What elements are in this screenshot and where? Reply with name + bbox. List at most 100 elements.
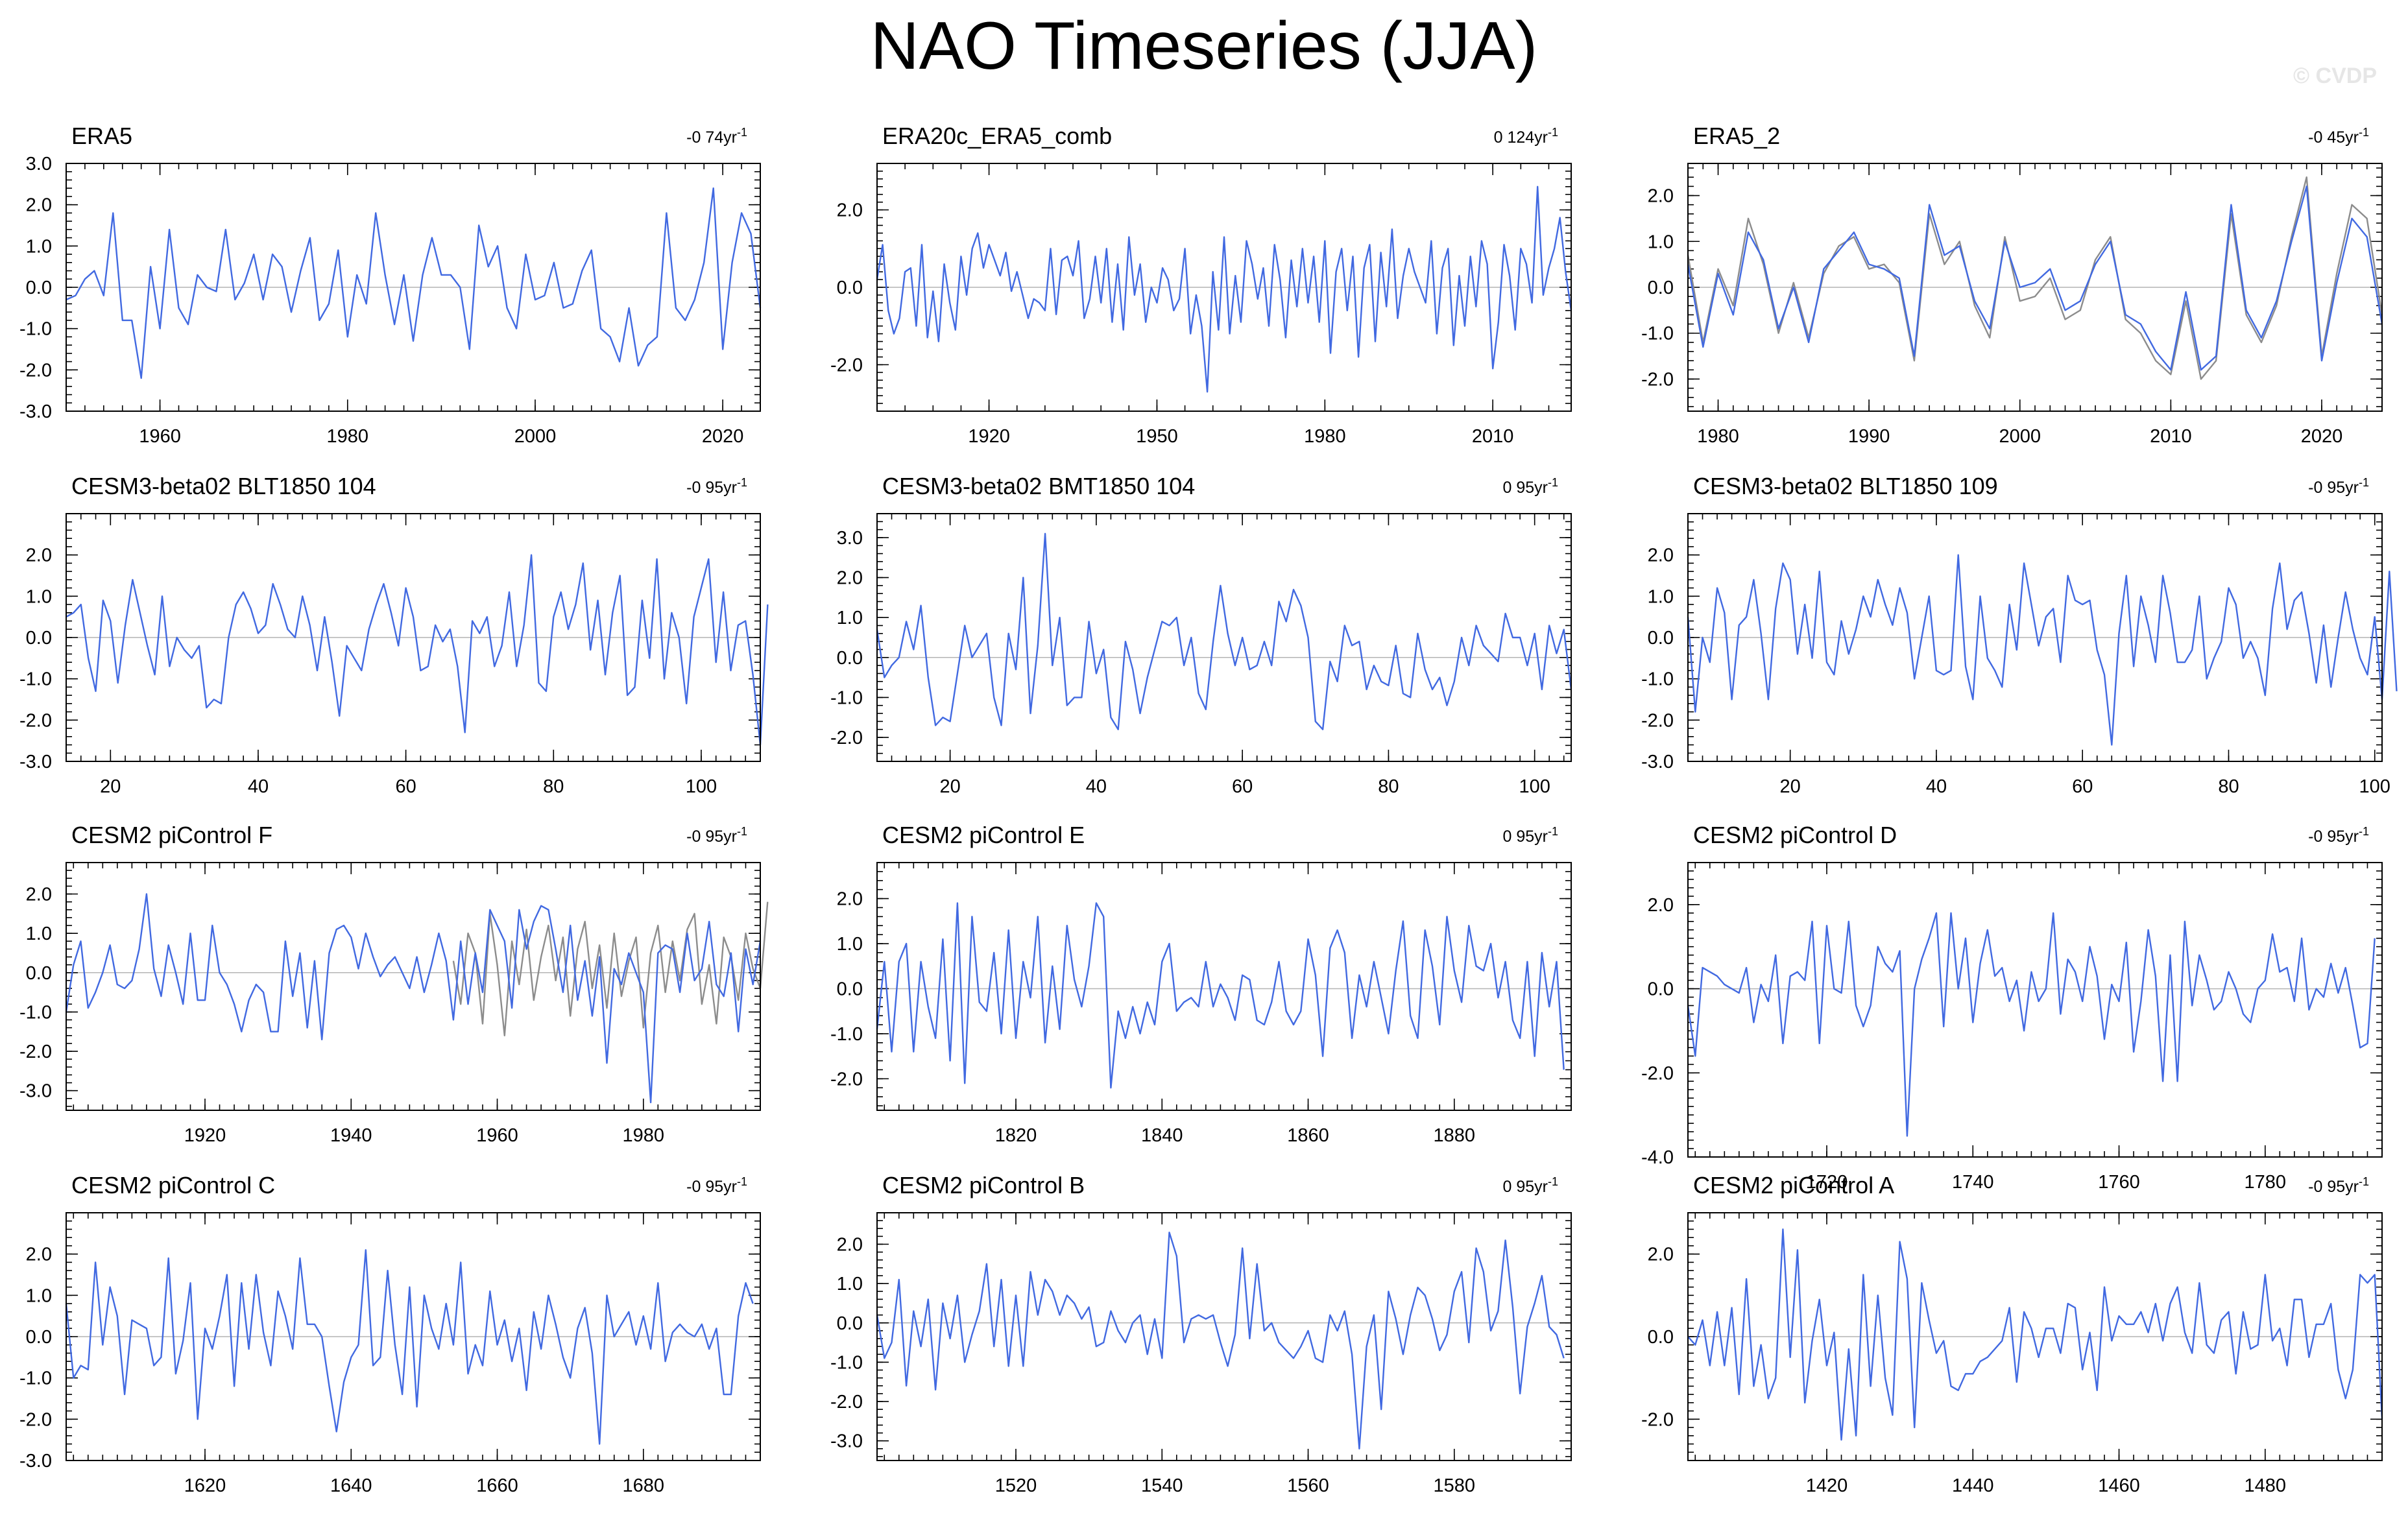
y-tick-label: -1.0 [1641,669,1674,690]
panel-title: CESM2 piControl C [71,1172,275,1198]
x-tick-label: 1520 [995,1475,1037,1496]
panel-8: CESM2 piControl E 0 95yr-1 1820 1840 1860 188… [830,822,1572,1146]
x-tick-label: 80 [543,776,564,797]
y-tick-label: -1.0 [19,1368,52,1389]
y-tick-label: -2.0 [19,360,52,381]
x-tick-label: 2000 [514,426,557,447]
y-tick-label: 0.0 [837,979,863,999]
x-tick-label: 40 [1926,776,1947,797]
x-tick-label: 2000 [1999,426,2041,447]
x-tick-label: 100 [1519,776,1550,797]
panel-title: CESM2 piControl D [1693,822,1897,848]
x-tick-label: 2010 [2150,426,2192,447]
x-tick-label: 1980 [1304,426,1346,447]
x-tick-label: 1440 [1952,1475,1994,1496]
x-tick-label: 1640 [330,1475,372,1496]
plot-frame [1687,163,2383,412]
y-tick-label: -2.0 [830,728,863,748]
y-tick-label: 3.0 [837,528,863,549]
plot-frame [1687,513,2383,762]
y-tick-label: 0.0 [837,278,863,298]
trend-label: -0 95yr-1 [686,476,747,497]
panel-title: ERA5_2 [1693,123,1780,149]
y-tick-label: 0.0 [837,1313,863,1334]
y-tick-label: -1.0 [19,319,52,340]
y-tick-label: 1.0 [837,608,863,628]
y-tick-label: -1.0 [19,669,52,690]
x-tick-label: 1920 [184,1125,226,1146]
plot-frame [66,1212,761,1461]
y-tick-label: -1.0 [19,1002,52,1023]
y-tick-label: -2.0 [830,1069,863,1090]
panel-title: CESM2 piControl B [882,1172,1085,1198]
series-line-era5 [66,187,762,379]
x-tick-label: 1860 [1287,1125,1329,1146]
y-tick-label: -2.0 [1641,369,1674,390]
y-tick-label: 2.0 [1648,545,1674,566]
y-tick-label: -3.0 [1641,752,1674,772]
y-tick-label: -2.0 [1641,1063,1674,1084]
y-tick-label: 1.0 [1648,586,1674,607]
trend-label: -0 74yr-1 [686,126,747,147]
series-line-era5 [1687,185,2383,371]
plot-frame [66,862,761,1111]
series-line-cesm3-beta02-blt1850-109 [1687,554,2398,746]
x-tick-label: 1760 [2098,1172,2140,1193]
y-tick-label: -1.0 [830,1352,863,1373]
plot-frame [876,163,1572,412]
series-line-cesm2-picontrol-f-2nd- [452,901,769,1037]
panel-title: ERA20c_ERA5_comb [882,123,1112,149]
trend-label: -0 95yr-1 [2308,825,2369,846]
y-tick-label: -4.0 [1641,1147,1674,1168]
trend-label: -0 95yr-1 [2308,1175,2369,1196]
series-line-cesm3-beta02-bmt1850-104 [876,532,1572,730]
panel-11: CESM2 piControl B 0 95yr-1 1520 1540 1560 158… [830,1172,1572,1496]
y-tick-label: -1.0 [830,687,863,708]
trend-label: 0 95yr-1 [1503,1175,1559,1196]
x-tick-label: 60 [1232,776,1253,797]
y-tick-label: 0.0 [837,648,863,669]
trend-label: 0 95yr-1 [1503,825,1559,846]
figure-title: NAO Timeseries (JJA) [871,8,1538,84]
panel-9: CESM2 piControl D -0 95yr-1 1720 1740 1760 17… [1641,822,2383,1193]
x-tick-label: 1980 [327,426,369,447]
y-tick-label: -2.0 [19,710,52,731]
trend-label: 0 124yr-1 [1494,126,1558,147]
y-tick-label: 1.0 [837,934,863,955]
y-tick-label: 2.0 [837,889,863,910]
plot-frame [876,1212,1572,1461]
y-tick-label: 1.0 [26,1285,52,1306]
y-tick-label: 3.0 [26,154,52,174]
plot-frame [66,163,761,412]
x-tick-label: 1960 [139,426,181,447]
panel-5: CESM3-beta02 BMT1850 104 0 95yr-1 20 40 60 80… [830,473,1572,797]
y-tick-label: -3.0 [830,1431,863,1452]
trend-label: -0 45yr-1 [2308,126,2369,147]
y-tick-label: 2.0 [837,200,863,221]
x-tick-label: 20 [1780,776,1801,797]
x-tick-label: 1740 [1952,1172,1994,1193]
x-tick-label: 1840 [1141,1125,1183,1146]
x-tick-label: 1780 [2245,1172,2287,1193]
x-tick-label: 1560 [1287,1475,1329,1496]
series-line-cesm2-picontrol-f [65,893,762,1104]
plot-frame [876,513,1572,762]
y-tick-label: -1.0 [1641,324,1674,344]
x-tick-label: 1980 [623,1125,665,1146]
y-tick-label: -2.0 [19,1409,52,1430]
panel-4: CESM3-beta02 BLT1850 104 -0 95yr-1 20 40 60 8… [19,473,769,797]
panel-10: CESM2 piControl C -0 95yr-1 1620 1640 1660 16… [19,1172,761,1496]
x-tick-label: 1480 [2245,1475,2287,1496]
y-tick-label: -3.0 [19,752,52,772]
y-tick-label: 0.0 [26,278,52,298]
x-tick-label: 1990 [1848,426,1890,447]
x-tick-label: 40 [248,776,269,797]
y-tick-label: 0.0 [1648,628,1674,649]
x-tick-label: 100 [2359,776,2390,797]
x-tick-label: 2020 [2301,426,2343,447]
x-tick-label: 1460 [2098,1475,2140,1496]
y-tick-label: 2.0 [26,885,52,905]
y-tick-label: 2.0 [1648,186,1674,207]
panel-title: CESM2 piControl E [882,822,1085,848]
x-tick-label: 1960 [476,1125,518,1146]
